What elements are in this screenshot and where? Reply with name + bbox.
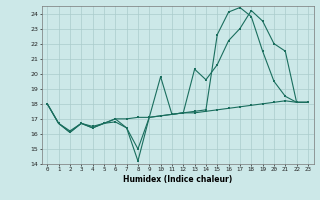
X-axis label: Humidex (Indice chaleur): Humidex (Indice chaleur) — [123, 175, 232, 184]
